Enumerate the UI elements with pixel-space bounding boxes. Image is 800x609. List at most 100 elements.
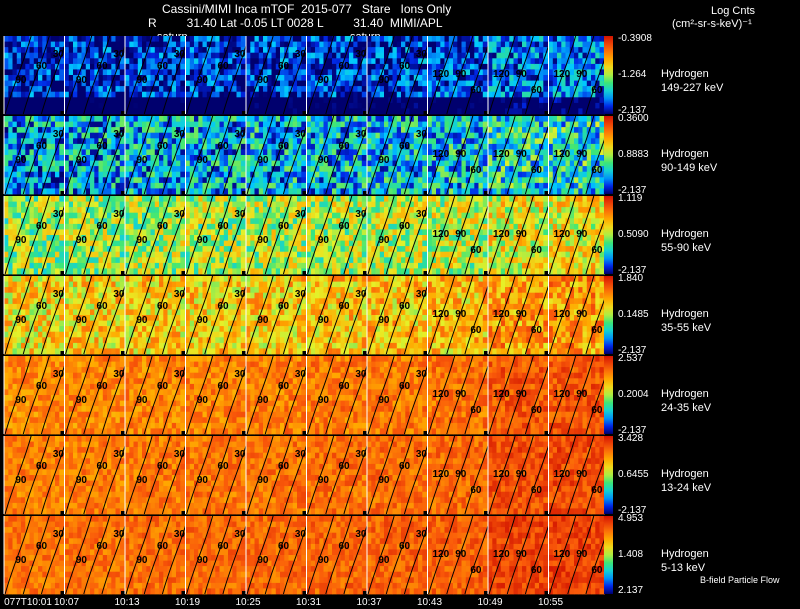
energy-range-label: 90-149 keV xyxy=(661,162,718,174)
energy-range-label: 35-55 keV xyxy=(661,322,712,334)
contour-line xyxy=(65,275,93,355)
x-tick-label: 10:19 xyxy=(174,597,201,608)
contour-label: 60 xyxy=(399,301,411,312)
contour-line xyxy=(446,515,474,595)
contour-label: 30 xyxy=(234,449,246,460)
image-panel xyxy=(246,195,310,275)
contour-label: 60 xyxy=(36,381,48,392)
contour-label: 30 xyxy=(295,49,307,60)
contour-label: 90 xyxy=(318,75,330,86)
colorbar xyxy=(604,516,613,594)
contour-label: 60 xyxy=(36,541,48,552)
contour-label: 30 xyxy=(295,529,307,540)
colorbar-tick-label: -2.137 xyxy=(618,345,647,356)
contour-line xyxy=(83,35,111,115)
image-panel xyxy=(246,515,310,595)
contour-line xyxy=(186,195,214,275)
colorbar-tick-label: 2.537 xyxy=(618,353,644,364)
contour-line xyxy=(488,115,516,195)
contour-line xyxy=(325,275,353,355)
contour-label: 90 xyxy=(576,149,588,160)
contour-line xyxy=(143,275,171,355)
contour-label: 60 xyxy=(217,61,229,72)
image-panel xyxy=(548,435,613,515)
contour-line xyxy=(567,275,595,355)
colorbar xyxy=(604,36,613,114)
contour-line xyxy=(65,355,93,435)
contour-line xyxy=(307,35,335,115)
contour-label: 90 xyxy=(257,475,269,486)
contour-label: 30 xyxy=(113,289,125,300)
contour-label: 120 xyxy=(553,469,570,480)
colorbar-tick-label: -2.137 xyxy=(618,185,647,196)
contour-label: 90 xyxy=(15,155,27,166)
contour-line xyxy=(488,355,516,435)
contour-line xyxy=(428,195,456,275)
contour-label: 60 xyxy=(217,541,229,552)
contour-line xyxy=(246,195,274,275)
contour-line xyxy=(488,35,516,115)
x-tick-label: 10:13 xyxy=(114,597,140,608)
species-label: Hydrogen xyxy=(661,468,709,480)
contour-line xyxy=(204,275,232,355)
image-panel xyxy=(367,195,431,275)
contour-label: 60 xyxy=(338,141,350,152)
image-panel xyxy=(306,275,371,355)
contour-line xyxy=(307,515,335,595)
contour-label: 90 xyxy=(136,475,148,486)
contour-line xyxy=(143,115,171,195)
contour-line xyxy=(246,35,274,115)
contour-label: 90 xyxy=(455,389,467,400)
x-tick-label: 10:37 xyxy=(356,597,382,608)
contour-label: 120 xyxy=(493,309,510,320)
contour-line xyxy=(246,435,274,515)
contour-label: 90 xyxy=(136,75,148,86)
contour-line xyxy=(22,115,50,195)
contour-line xyxy=(446,115,474,195)
contour-label: 60 xyxy=(470,245,482,256)
contour-line xyxy=(125,115,153,195)
contour-label: 120 xyxy=(553,549,570,560)
contour-line xyxy=(307,435,335,515)
image-panel xyxy=(185,515,250,595)
image-panel xyxy=(306,115,371,195)
contour-label: 60 xyxy=(591,245,603,256)
contour-label: 60 xyxy=(531,85,543,96)
colorbar-tick-label: -0.3908 xyxy=(618,33,652,44)
contour-label: 90 xyxy=(576,549,588,560)
contour-line xyxy=(325,195,353,275)
contour-line xyxy=(143,195,171,275)
contour-line xyxy=(446,195,474,275)
image-panel xyxy=(246,35,310,115)
contour-line xyxy=(4,35,32,115)
contour-label: 30 xyxy=(113,209,125,220)
image-panel xyxy=(64,355,129,435)
contour-label: 60 xyxy=(338,61,350,72)
contour-label: 60 xyxy=(470,405,482,416)
colorbar-tick-label: -2.137 xyxy=(618,425,647,436)
contour-label: 90 xyxy=(257,315,269,326)
image-panel xyxy=(427,355,492,435)
contour-label: 30 xyxy=(295,289,307,300)
image-panel xyxy=(488,275,552,355)
colorbar xyxy=(604,436,613,514)
x-tick-label: 10:43 xyxy=(416,597,443,608)
contour-label: 30 xyxy=(416,369,428,380)
contour-line xyxy=(125,195,153,275)
contour-label: 60 xyxy=(157,141,169,152)
image-panel xyxy=(488,115,552,195)
contour-line xyxy=(385,435,413,515)
contour-label: 30 xyxy=(174,129,186,140)
contour-line xyxy=(325,355,353,435)
image-panel xyxy=(367,115,431,195)
contour-line xyxy=(567,35,595,115)
image-panel xyxy=(4,515,68,595)
contour-line xyxy=(488,195,516,275)
contour-label: 90 xyxy=(455,309,467,320)
contour-line xyxy=(549,115,577,195)
contour-label: 120 xyxy=(553,389,570,400)
contour-label: 30 xyxy=(234,129,246,140)
contour-label: 90 xyxy=(136,315,148,326)
units-title: Log Cnts xyxy=(711,5,756,17)
colorbar-tick-label: -2.137 xyxy=(618,505,647,516)
